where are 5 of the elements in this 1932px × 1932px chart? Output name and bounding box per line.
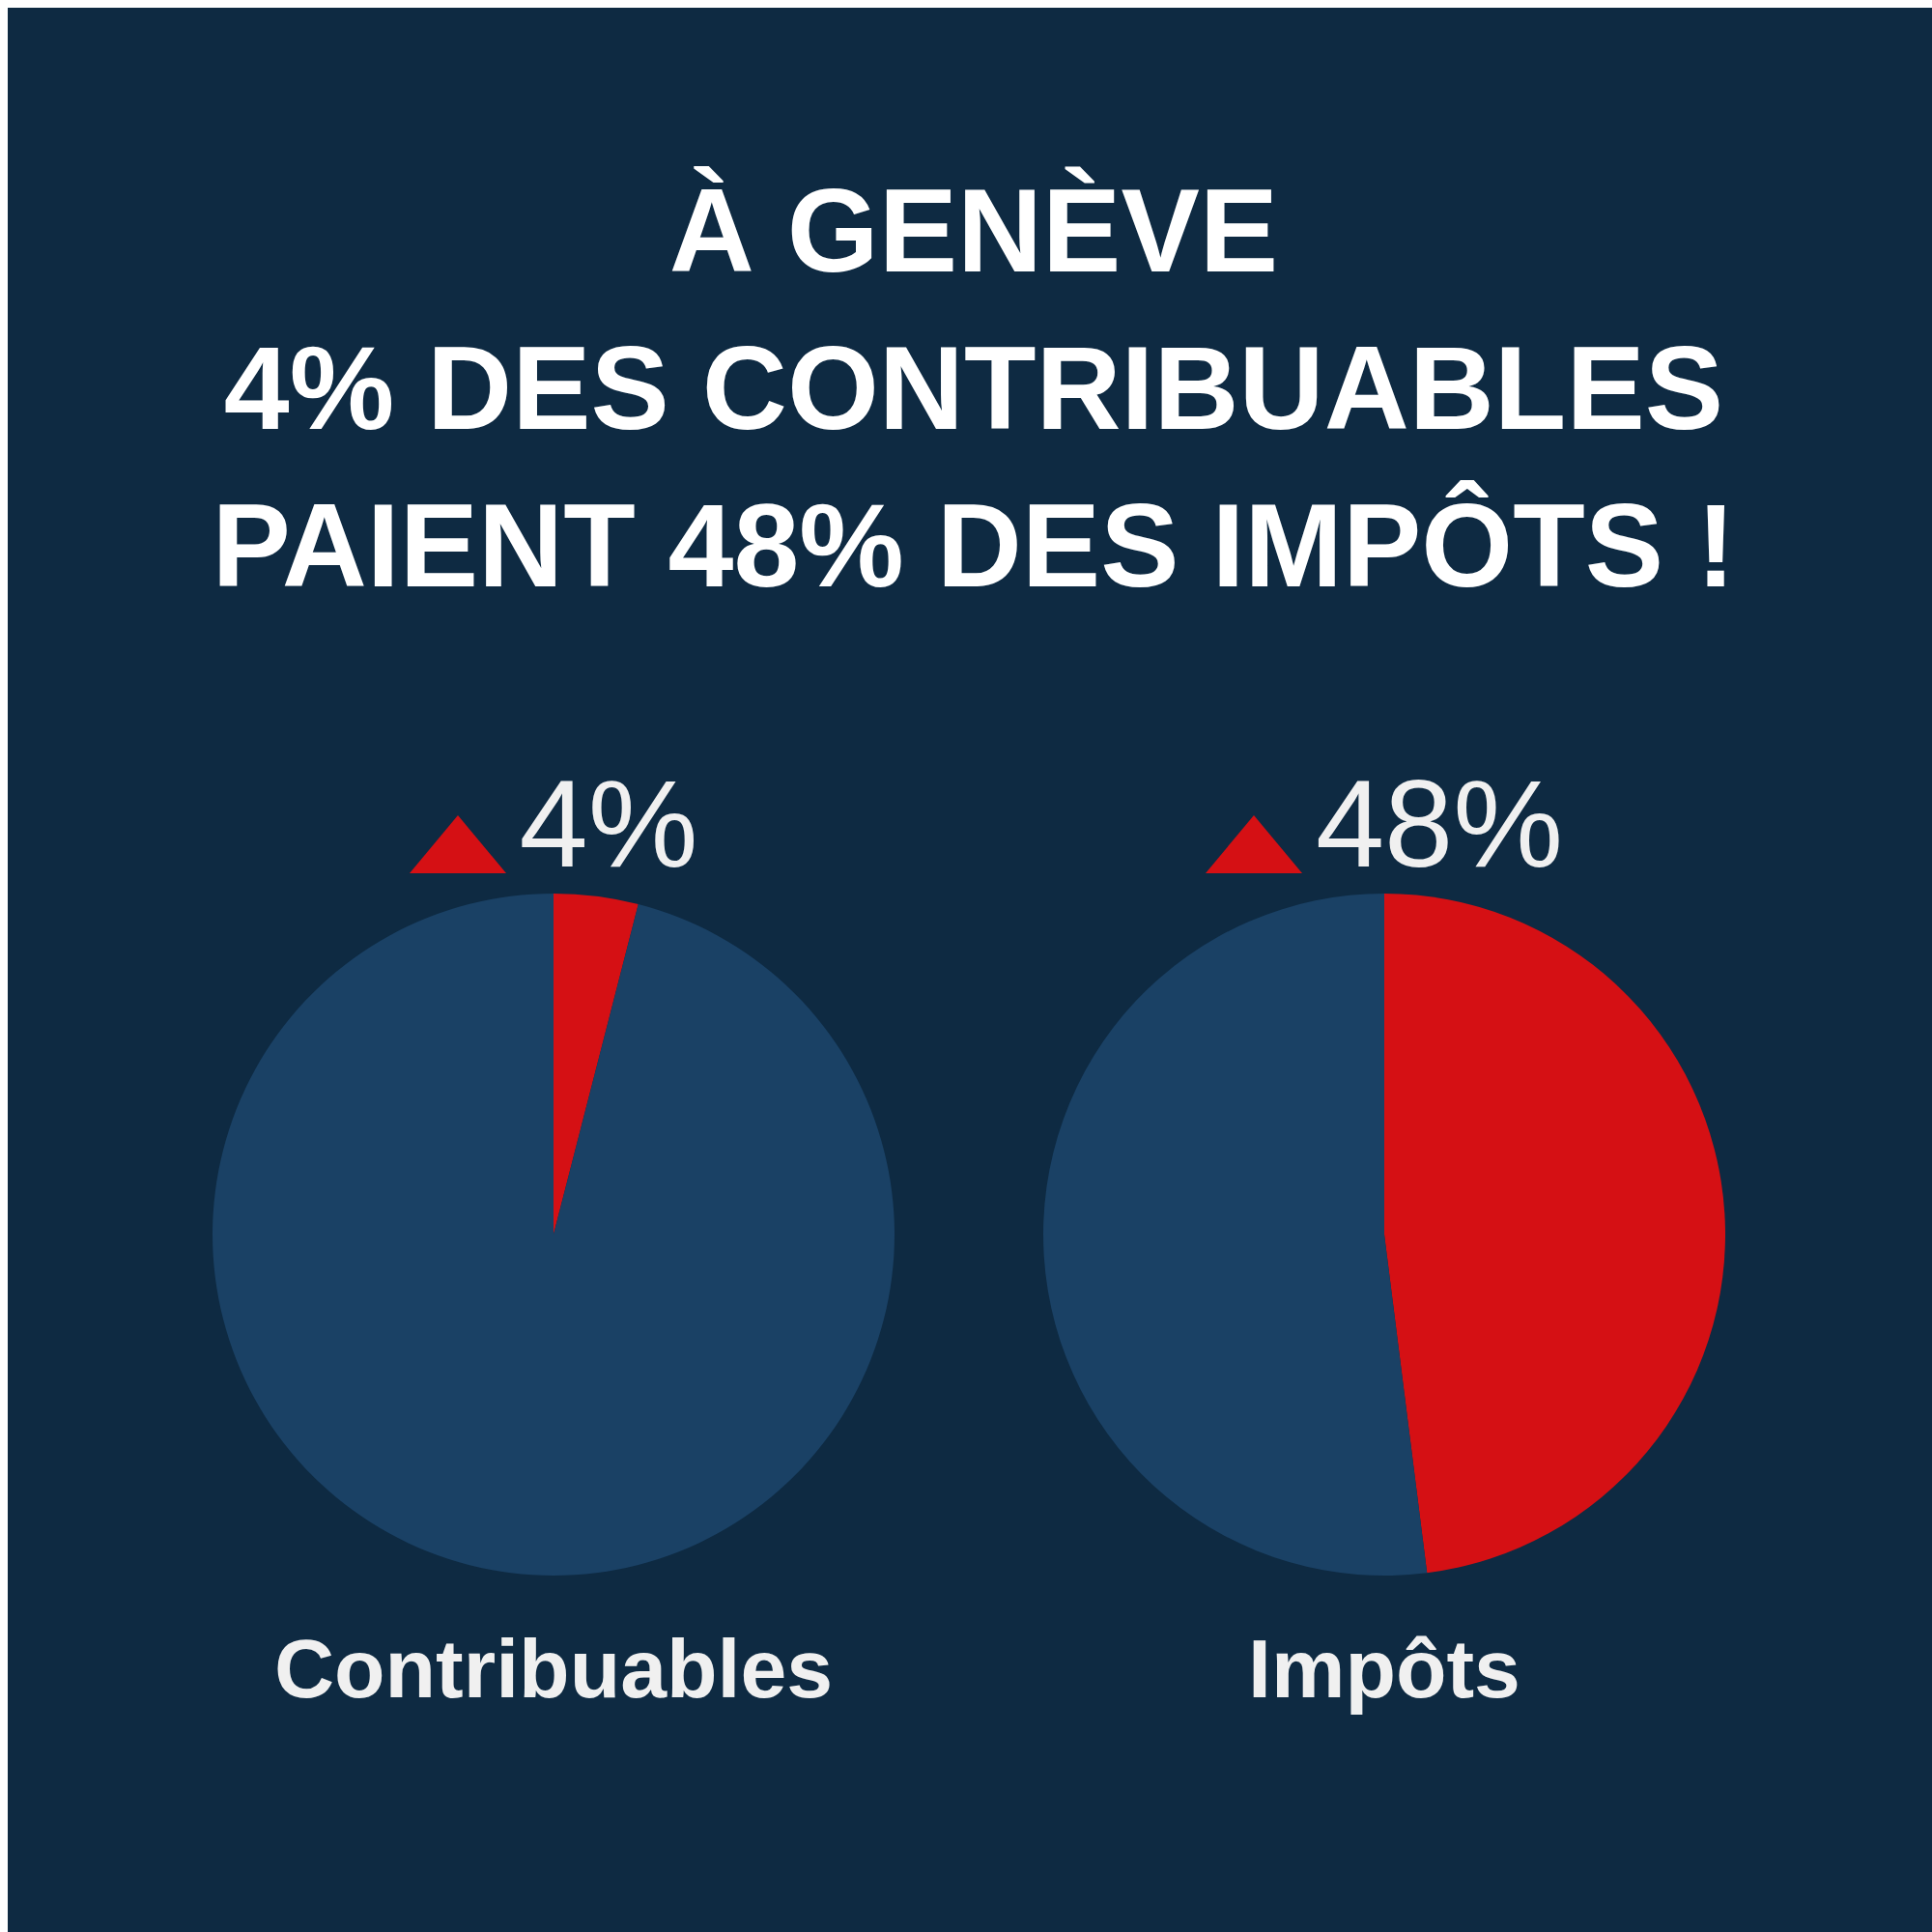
- text: Contribuables: [272, 1621, 835, 1717]
- text: Impôts: [1247, 1621, 1521, 1717]
- data-label: 4%: [519, 754, 698, 893]
- chart-title: À GENÈVE 4% DES CONTRIBUABLES PAIENT 48% DES IMPÔTS !: [211, 164, 1737, 613]
- data-label: 48%: [1315, 754, 1564, 893]
